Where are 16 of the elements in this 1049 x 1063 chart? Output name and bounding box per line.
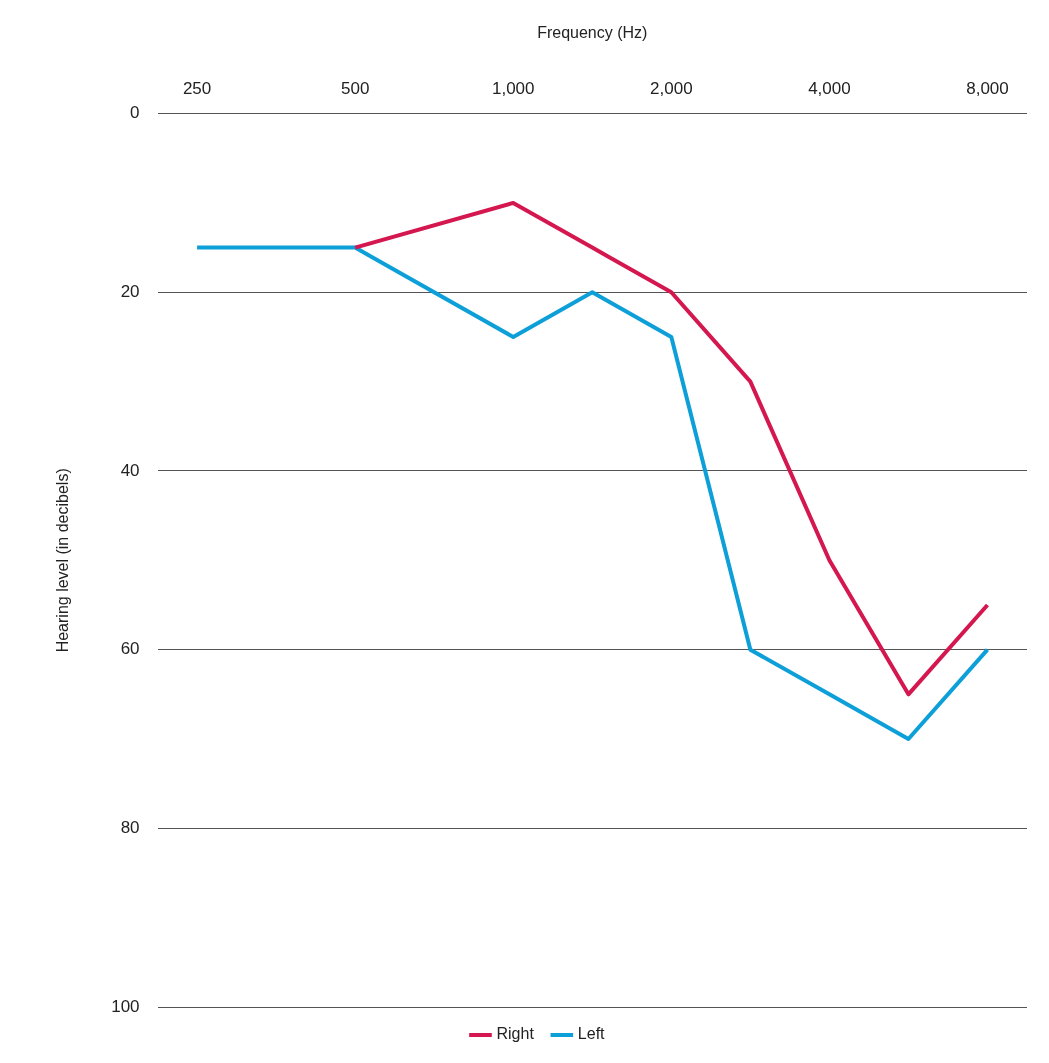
y-tick-label: 80 [120,818,140,838]
x-tick-label: 500 [340,79,370,99]
x-tick-label: 250 [182,79,212,99]
y-tick-label: 100 [111,996,140,1016]
legend-label: Right [496,1025,535,1043]
x-axis-title: Frequency (Hz) [537,24,648,42]
y-tick-label: 60 [120,639,140,659]
legend-label: Left [577,1025,606,1043]
y-tick-label: 20 [120,281,140,301]
y-tick-label: 40 [120,460,140,480]
x-tick-label: 2,000 [650,79,693,99]
x-tick-label: 4,000 [808,79,851,99]
y-tick-label: 0 [130,103,140,123]
x-tick-label: 1,000 [491,79,535,99]
y-axis-title: Hearing level (in decibels) [54,468,72,653]
x-tick-label: 8,000 [966,79,1009,99]
